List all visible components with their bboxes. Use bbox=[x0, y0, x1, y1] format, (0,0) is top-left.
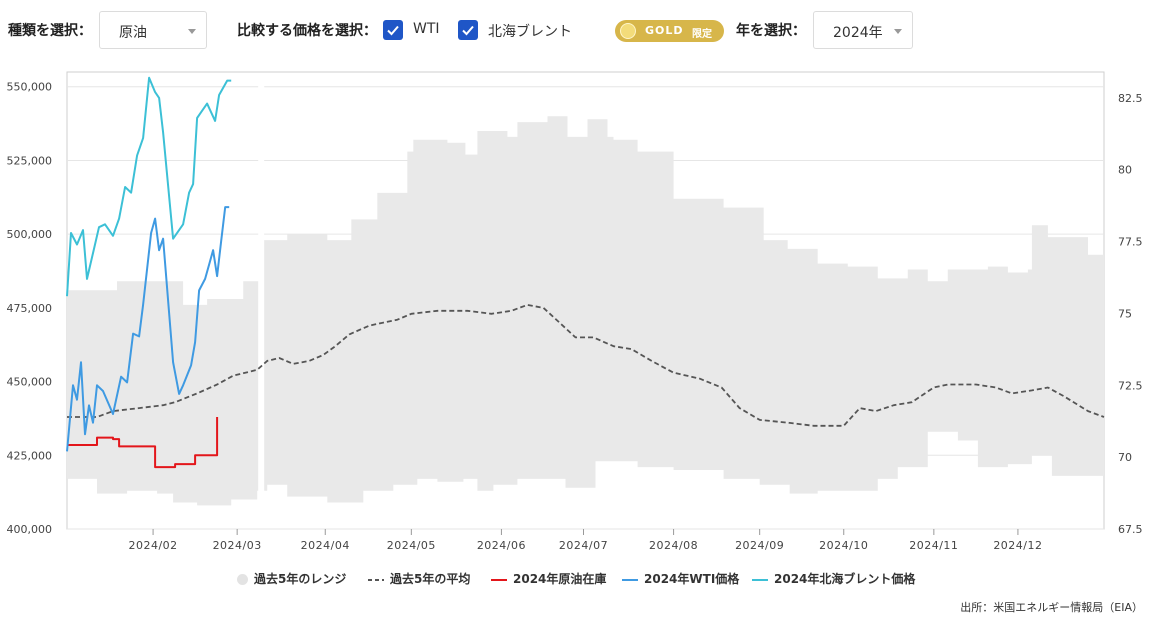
legend-item-wti[interactable]: 2024年WTI価格 bbox=[622, 570, 739, 587]
legend-stock-swatch bbox=[491, 578, 507, 581]
legend-avg-label: 過去5年の平均 bbox=[390, 572, 471, 586]
x-tick-label: 2024/06 bbox=[477, 539, 526, 552]
legend-avg-swatch bbox=[368, 578, 384, 581]
brent-line bbox=[66, 76, 232, 297]
gold-coin-icon bbox=[620, 23, 636, 39]
source-note: 出所：米国エネルギー情報局（EIA） bbox=[960, 601, 1143, 614]
limited-badge-text: 限定 bbox=[692, 29, 712, 40]
legend-wti-label: 2024年WTI価格 bbox=[644, 572, 740, 586]
legend-item-brent[interactable]: 2024年北海ブレント価格 bbox=[752, 570, 915, 587]
check-icon bbox=[387, 25, 399, 36]
x-tick-label: 2024/03 bbox=[213, 539, 262, 552]
x-tick-label: 2024/04 bbox=[301, 539, 350, 552]
left-tick-label: 525,000 bbox=[7, 154, 53, 167]
check-icon bbox=[462, 25, 474, 36]
x-tick-label: 2024/11 bbox=[909, 539, 958, 552]
chevron-down-icon bbox=[188, 29, 196, 34]
inventory-price-chart: 400,000 425,000 450,000 475,000 500,000 525,0… bbox=[7, 71, 1143, 552]
legend-range-swatch bbox=[237, 574, 248, 585]
wti-checkbox[interactable] bbox=[383, 20, 403, 40]
wti-line bbox=[66, 206, 230, 452]
range-gap bbox=[258, 73, 265, 528]
x-tick-label: 2024/05 bbox=[387, 539, 436, 552]
chevron-down-icon bbox=[894, 29, 902, 34]
left-tick-label: 450,000 bbox=[7, 376, 53, 389]
left-tick-label: 500,000 bbox=[7, 228, 53, 241]
x-tick-label: 2024/07 bbox=[559, 539, 608, 552]
right-tick-label: 75 bbox=[1118, 307, 1132, 320]
year-select-label: 年を選択： bbox=[736, 23, 806, 39]
type-select[interactable]: 原油 bbox=[99, 11, 207, 49]
filter-bar: 種類を選択： 原油 比較する価格を選択： WTI 北海ブレント GOLD 限定 … bbox=[0, 0, 1155, 60]
legend-range-label: 過去5年のレンジ bbox=[254, 572, 347, 586]
right-tick-label: 72.5 bbox=[1118, 379, 1143, 392]
type-select-label: 種類を選択： bbox=[8, 23, 92, 39]
stock-line bbox=[67, 417, 219, 469]
right-tick-label: 67.5 bbox=[1118, 523, 1143, 536]
x-tick-label: 2024/12 bbox=[993, 539, 1042, 552]
legend-item-range[interactable]: 過去5年のレンジ bbox=[237, 570, 346, 587]
avg-line bbox=[67, 304, 1105, 427]
year-select-value: 2024年 bbox=[833, 25, 883, 41]
legend-item-avg[interactable]: 過去5年の平均 bbox=[368, 570, 470, 587]
legend-wti-swatch bbox=[622, 578, 638, 581]
left-tick-label: 550,000 bbox=[7, 81, 53, 94]
left-tick-label: 400,000 bbox=[7, 523, 53, 536]
gold-limited-badge: GOLD 限定 bbox=[615, 20, 724, 42]
brent-checkbox[interactable] bbox=[458, 20, 478, 40]
brent-checkbox-label[interactable]: 北海ブレント bbox=[488, 24, 572, 40]
x-tick-label: 2024/02 bbox=[128, 539, 177, 552]
legend: 過去5年のレンジ 過去5年の平均 2024年原油在庫 2024年WTI価格 20… bbox=[0, 570, 1155, 588]
compare-label: 比較する価格を選択： bbox=[237, 23, 377, 39]
gold-badge-text: GOLD bbox=[645, 24, 684, 37]
wti-checkbox-label[interactable]: WTI bbox=[413, 21, 440, 37]
legend-brent-swatch bbox=[752, 578, 768, 581]
right-tick-label: 70 bbox=[1118, 451, 1132, 464]
legend-stock-label: 2024年原油在庫 bbox=[513, 572, 607, 586]
legend-brent-label: 2024年北海ブレント価格 bbox=[774, 572, 916, 586]
year-select[interactable]: 2024年 bbox=[813, 11, 913, 49]
x-tick-label: 2024/09 bbox=[735, 539, 784, 552]
five-year-range-band bbox=[67, 116, 1104, 506]
left-tick-label: 425,000 bbox=[7, 449, 53, 462]
right-tick-label: 80 bbox=[1118, 164, 1132, 177]
right-tick-label: 77.5 bbox=[1118, 236, 1143, 249]
legend-item-stock[interactable]: 2024年原油在庫 bbox=[491, 570, 606, 587]
x-tick-label: 2024/10 bbox=[819, 539, 868, 552]
x-tick-label: 2024/08 bbox=[649, 539, 698, 552]
axes: 400,000 425,000 450,000 475,000 500,000 525,0… bbox=[7, 81, 1143, 552]
type-select-value: 原油 bbox=[119, 25, 147, 41]
left-tick-label: 475,000 bbox=[7, 302, 53, 315]
right-tick-label: 82.5 bbox=[1118, 92, 1143, 105]
chart-marks bbox=[66, 73, 1105, 528]
